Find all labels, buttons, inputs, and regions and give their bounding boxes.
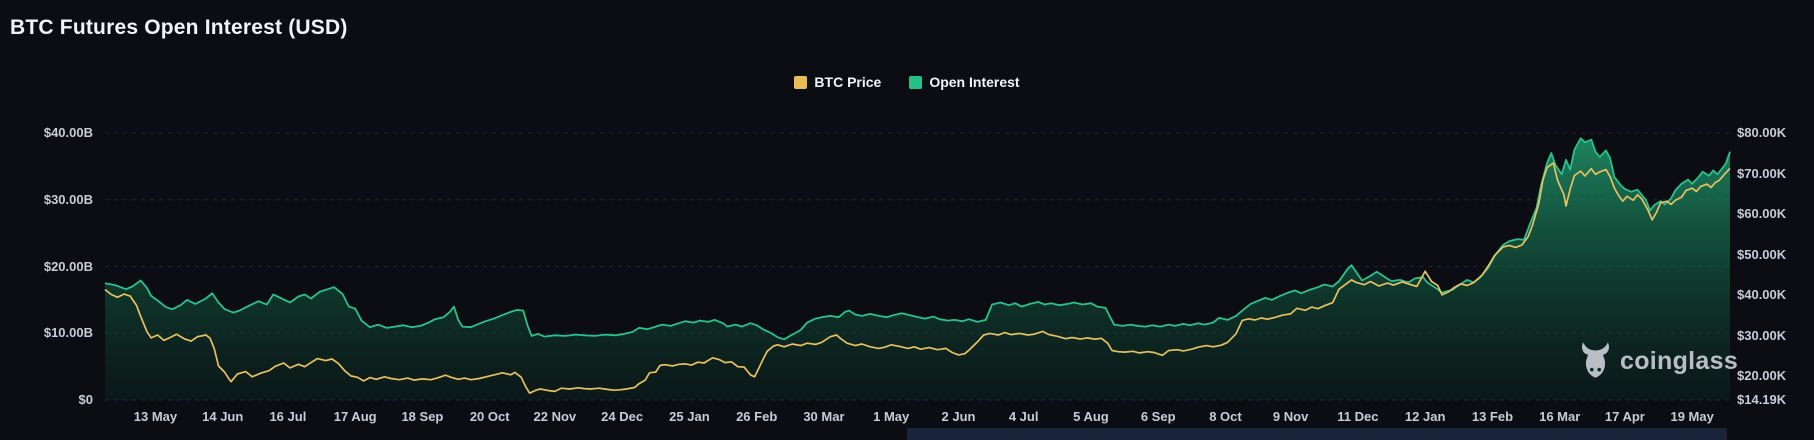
y-axis-right-label: $20.00K (1737, 368, 1787, 384)
btc-price-line (104, 162, 1731, 394)
y-axis-left-label: $0 (78, 392, 93, 407)
x-axis-label: 17 Aug (333, 409, 377, 424)
x-axis-label: 16 Jul (269, 409, 307, 424)
x-axis-label: 6 Sep (1140, 409, 1176, 424)
x-axis-label: 30 Mar (803, 409, 845, 424)
y-axis-left-label: $30.00B (43, 191, 93, 207)
x-axis-label: 13 May (133, 409, 178, 424)
y-axis-right-label: $30.00K (1737, 327, 1787, 343)
y-axis-right-label: $70.00K (1737, 165, 1787, 181)
chart-legend: BTC Price Open Interest (0, 74, 1814, 90)
x-axis-label: 1 May (873, 409, 910, 424)
y-axis-right-label: $14.19K (1737, 392, 1787, 407)
y-axis-right-label: $40.00K (1737, 287, 1787, 303)
x-axis-label: 5 Aug (1073, 409, 1109, 424)
x-axis-label: 9 Nov (1272, 409, 1309, 424)
x-axis-label: 24 Dec (601, 409, 644, 424)
x-axis-label: 8 Oct (1209, 409, 1242, 424)
coinglass-watermark-text: coinglass (1620, 346, 1739, 375)
scrollbar-thumb[interactable] (907, 428, 1727, 440)
open-interest-area (105, 138, 1730, 401)
x-axis-label: 18 Sep (401, 409, 444, 424)
x-axis-label: 26 Feb (736, 409, 778, 424)
coinglass-bull-icon (1582, 342, 1609, 378)
y-axis-right-label: $60.00K (1737, 206, 1787, 222)
x-axis-label: 22 Nov (533, 409, 577, 424)
x-axis-label: 11 Dec (1337, 409, 1379, 424)
x-axis-label: 17 Apr (1604, 409, 1645, 424)
x-axis-label: 25 Jan (669, 409, 710, 424)
coinglass-watermark: coinglass (1580, 341, 1738, 381)
y-axis-left-label: $10.00B (43, 325, 93, 341)
page-title: BTC Futures Open Interest (USD) (10, 16, 348, 39)
x-axis-label: 4 Jul (1008, 409, 1039, 424)
y-axis-right-label: $50.00K (1737, 246, 1787, 262)
x-axis-label: 14 Jun (202, 409, 244, 424)
legend-item-btc-price[interactable]: BTC Price (794, 74, 881, 90)
open-interest-line (104, 137, 1731, 341)
legend-label-open-interest: Open Interest (929, 74, 1020, 90)
x-axis-label: 2 Jun (941, 409, 976, 424)
y-axis-left-label: $20.00B (43, 258, 93, 274)
y-axis-right-label: $80.00K (1737, 125, 1787, 140)
x-axis-label: 13 Feb (1471, 409, 1514, 424)
legend-item-open-interest[interactable]: Open Interest (909, 74, 1020, 90)
x-axis-label: 12 Jan (1404, 409, 1446, 424)
open-interest-swatch-icon (909, 75, 923, 89)
x-axis-label: 16 Mar (1539, 409, 1581, 424)
y-axis-left-label: $40.00B (43, 125, 93, 140)
x-axis-label: 20 Oct (469, 409, 510, 424)
legend-label-btc-price: BTC Price (814, 74, 882, 90)
btc-price-swatch-icon (794, 75, 808, 89)
x-axis-label: 19 May (1670, 409, 1714, 424)
